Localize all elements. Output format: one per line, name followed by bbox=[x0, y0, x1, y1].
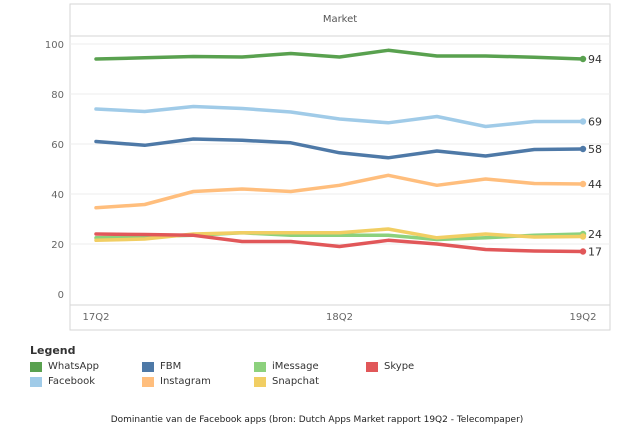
x-axis-ticks: 17Q2 18Q2 19Q2 bbox=[83, 312, 597, 323]
legend-swatch bbox=[366, 361, 378, 372]
y-tick-label: 20 bbox=[51, 240, 64, 251]
legend-swatch bbox=[30, 376, 42, 387]
y-tick-label: 80 bbox=[51, 90, 64, 101]
y-tick-label: 0 bbox=[58, 290, 64, 301]
legend-label: Instagram bbox=[160, 376, 211, 387]
series-line-instagram bbox=[94, 173, 585, 210]
end-point-instagram bbox=[579, 180, 587, 188]
legend-item-facebook[interactable]: Facebook bbox=[30, 376, 142, 387]
end-point-facebook bbox=[579, 118, 587, 125]
x-tick-label: 19Q2 bbox=[570, 312, 597, 323]
series-line-fbm bbox=[94, 137, 585, 160]
legend-swatch bbox=[254, 376, 266, 387]
panel-header: Market bbox=[323, 14, 357, 25]
legend: Legend WhatsApp FBM iMessage Skype Facebook I… bbox=[30, 344, 470, 387]
legend-label: Snapchat bbox=[272, 376, 320, 387]
legend-item-imessage[interactable]: iMessage bbox=[254, 361, 366, 372]
legend-label: Facebook bbox=[48, 376, 95, 387]
legend-label: WhatsApp bbox=[48, 361, 100, 372]
y-tick-label: 60 bbox=[51, 140, 64, 151]
legend-item-fbm[interactable]: FBM bbox=[142, 361, 254, 372]
legend-swatch bbox=[254, 361, 266, 372]
legend-swatch bbox=[142, 376, 154, 387]
legend-title: Legend bbox=[30, 344, 76, 357]
end-labels: 94 69 58 44 24 17 bbox=[588, 53, 602, 259]
end-label-facebook: 69 bbox=[588, 116, 602, 129]
end-point-fbm bbox=[579, 145, 587, 153]
end-label-skype: 17 bbox=[588, 246, 602, 259]
y-tick-label: 40 bbox=[51, 190, 64, 201]
end-point-skype bbox=[579, 248, 587, 255]
y-axis-ticks: 0 20 40 60 80 100 bbox=[45, 40, 64, 301]
x-tick-label: 18Q2 bbox=[326, 312, 353, 323]
legend-item-snapchat[interactable]: Snapchat bbox=[254, 376, 366, 387]
legend-item-instagram[interactable]: Instagram bbox=[142, 376, 254, 387]
x-tick-label: 17Q2 bbox=[83, 312, 110, 323]
legend-label: Skype bbox=[384, 361, 415, 372]
end-label-whatsapp: 94 bbox=[588, 53, 602, 66]
legend-items: WhatsApp FBM iMessage Skype Facebook Instagra… bbox=[30, 361, 470, 387]
series-line-whatsapp bbox=[94, 48, 585, 61]
legend-label: FBM bbox=[160, 361, 182, 372]
legend-item-skype[interactable]: Skype bbox=[366, 361, 470, 372]
end-label-fbm: 58 bbox=[588, 143, 602, 156]
legend-swatch bbox=[142, 361, 154, 372]
plot-frame bbox=[69, 3, 611, 331]
legend-swatch bbox=[30, 361, 42, 372]
series-line-skype bbox=[94, 232, 585, 254]
end-point-snapchat bbox=[579, 233, 587, 240]
legend-item-whatsapp[interactable]: WhatsApp bbox=[30, 361, 142, 372]
end-label-instagram: 44 bbox=[588, 178, 602, 191]
series-line-facebook bbox=[94, 104, 585, 129]
caption: Dominantie van de Facebook apps (bron: D… bbox=[110, 415, 524, 425]
legend-label: iMessage bbox=[272, 361, 319, 372]
end-label-imessage: 24 bbox=[588, 228, 602, 241]
chart: Market 0 20 40 60 80 100 17Q2 18Q2 19Q2 94 69 58 4… bbox=[45, 3, 611, 331]
y-tick-label: 100 bbox=[45, 40, 64, 51]
series-lines bbox=[94, 48, 587, 255]
end-point-whatsapp bbox=[579, 55, 587, 63]
